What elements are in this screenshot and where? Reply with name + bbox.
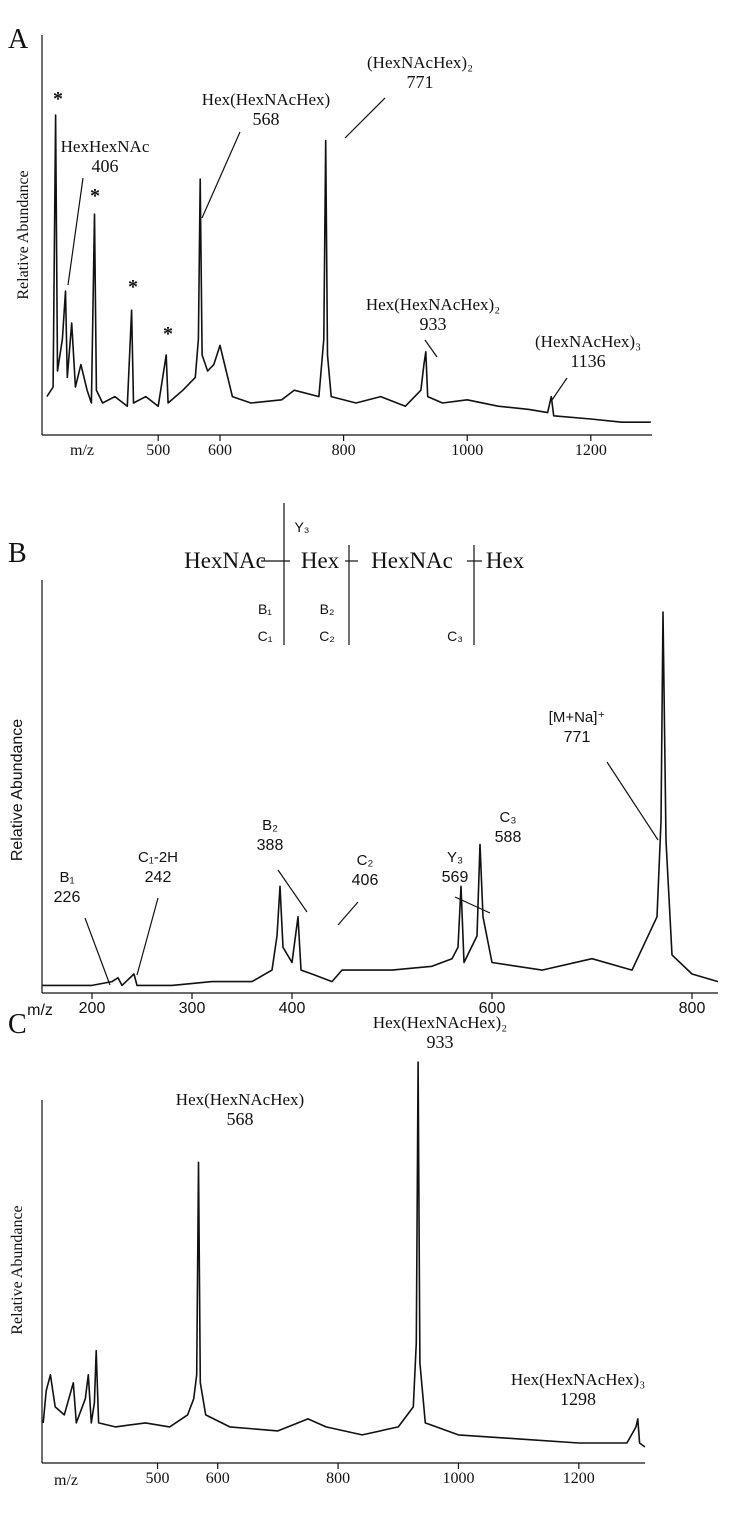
annotation-mz: 406 bbox=[92, 156, 119, 176]
x-tick-label: 200 bbox=[79, 1000, 106, 1017]
x-tick-label: 600 bbox=[479, 1000, 506, 1017]
annotation-label: Hex(HexNAcHex)₃ bbox=[511, 1370, 645, 1389]
panel-letter: B bbox=[8, 538, 27, 569]
panel-letter: C bbox=[8, 1009, 27, 1040]
fragment-label: C₃ bbox=[447, 628, 463, 644]
panel: B Relative Abundance m/z 200 300 400 600 800 B₁ 2… bbox=[8, 503, 719, 1019]
annotation-line bbox=[201, 131, 241, 219]
annotation-label: Hex(HexNAcHex)₂ bbox=[366, 295, 500, 314]
spectrum bbox=[42, 611, 719, 987]
annotation-mz: 588 bbox=[495, 829, 522, 846]
annotation-line bbox=[337, 901, 359, 926]
fragment-label: B₁ bbox=[258, 601, 272, 617]
annotation-label: Hex(HexNAcHex) bbox=[202, 90, 330, 109]
annotation-label: Y₃ bbox=[447, 849, 463, 866]
x-tick-label: 600 bbox=[206, 1470, 230, 1487]
y-axis-label: Relative Abundance bbox=[15, 170, 32, 299]
annotation-label: * bbox=[53, 88, 63, 110]
annotation-mz: 568 bbox=[253, 109, 280, 129]
panel: C Relative Abundance m/z 500 600 800 1000 1200 H… bbox=[8, 1009, 646, 1489]
annotation-mz: 226 bbox=[54, 889, 81, 906]
residue: Hex bbox=[301, 548, 340, 573]
annotation-line bbox=[136, 897, 159, 976]
x-tick-label: 400 bbox=[279, 1000, 306, 1017]
x-tick-label: 500 bbox=[146, 442, 170, 459]
x-tick-label: 600 bbox=[208, 442, 232, 459]
fragment-label: C₂ bbox=[319, 628, 335, 644]
x-axis-label: m/z bbox=[70, 442, 94, 459]
annotation-label: B₁ bbox=[59, 869, 74, 886]
annotation-label: C₃ bbox=[500, 809, 517, 826]
x-tick-label: 1000 bbox=[451, 442, 483, 459]
x-tick-label: 800 bbox=[332, 442, 356, 459]
x-tick-label: 1200 bbox=[563, 1470, 595, 1487]
annotation-label: (HexNAcHex)₃ bbox=[535, 332, 641, 351]
fragment-label: Y₃ bbox=[294, 519, 309, 535]
annotation-mz: 406 bbox=[352, 872, 379, 889]
annotation-mz: 1136 bbox=[570, 351, 605, 371]
x-axis-label: m/z bbox=[54, 1472, 78, 1489]
annotation-label: [M+Na]⁺ bbox=[549, 709, 606, 726]
x-axis-label: m/z bbox=[27, 1002, 53, 1019]
x-tick-label: 300 bbox=[179, 1000, 206, 1017]
spectrum bbox=[42, 1061, 646, 1448]
fragment-label: C₁ bbox=[258, 628, 273, 644]
annotation-line bbox=[84, 917, 111, 986]
annotation-line bbox=[67, 177, 84, 286]
annotation-mz: 771 bbox=[564, 729, 591, 746]
annotation-label: (HexNAcHex)₂ bbox=[367, 53, 473, 72]
residue: HexNAc bbox=[371, 548, 453, 573]
annotation-label: * bbox=[128, 276, 138, 298]
annotation-label: HexHexNAc bbox=[61, 137, 150, 156]
annotation-line bbox=[424, 339, 438, 358]
annotation-mz: 568 bbox=[227, 1109, 254, 1129]
annotation-mz: 388 bbox=[257, 837, 284, 854]
x-tick-label: 1000 bbox=[442, 1470, 474, 1487]
annotation-label: Hex(HexNAcHex)₂ bbox=[373, 1013, 507, 1032]
annotation-mz: 933 bbox=[420, 314, 447, 334]
spectrum bbox=[46, 114, 651, 423]
annotation-mz: 569 bbox=[442, 869, 469, 886]
annotation-mz: 1298 bbox=[560, 1389, 596, 1409]
annotation-label: Hex(HexNAcHex) bbox=[176, 1090, 304, 1109]
annotation-label: C₂ bbox=[357, 852, 374, 869]
annotation-label: * bbox=[90, 185, 100, 207]
y-axis-label: Relative Abundance bbox=[9, 719, 26, 861]
annotation-line bbox=[454, 896, 491, 914]
panel: A Relative Abundance m/z 500 600 800 1000 1200 *… bbox=[8, 24, 652, 459]
x-tick-label: 800 bbox=[679, 1000, 706, 1017]
x-tick-label: 1200 bbox=[575, 442, 607, 459]
annotation-mz: 933 bbox=[427, 1032, 454, 1052]
annotation-mz: 242 bbox=[145, 869, 172, 886]
y-axis-label: Relative Abundance bbox=[9, 1205, 26, 1334]
fragment-label: B₂ bbox=[320, 601, 335, 617]
annotation-label: * bbox=[163, 323, 173, 345]
annotation-line bbox=[344, 97, 386, 139]
x-tick-label: 500 bbox=[146, 1470, 170, 1487]
annotation-mz: 771 bbox=[407, 72, 434, 92]
residue: Hex bbox=[486, 548, 525, 573]
annotation-line bbox=[277, 869, 308, 913]
annotation-line bbox=[606, 761, 659, 841]
x-tick-label: 800 bbox=[326, 1470, 350, 1487]
residue: HexNAc bbox=[184, 548, 266, 573]
annotation-line bbox=[551, 377, 568, 401]
annotation-label: B₂ bbox=[262, 817, 278, 834]
annotation-label: C₁-2H bbox=[138, 849, 178, 866]
panel-letter: A bbox=[8, 24, 29, 55]
